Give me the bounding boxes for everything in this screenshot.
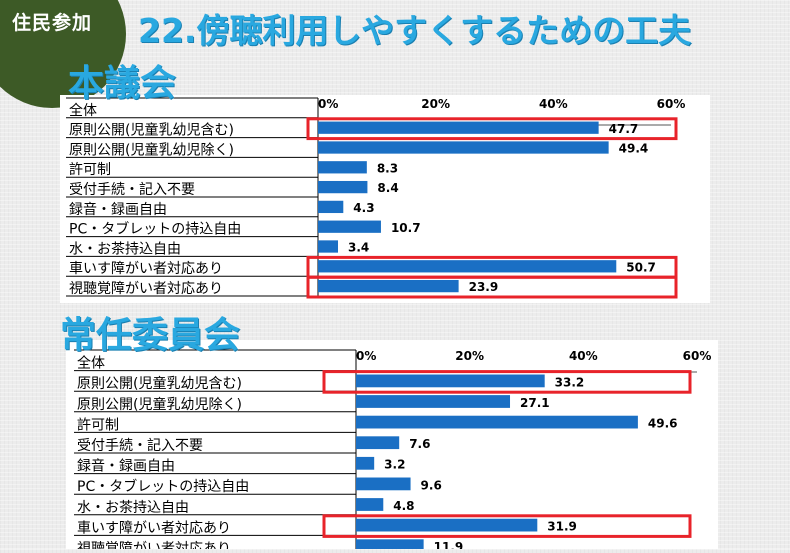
value-label: 50.7 xyxy=(626,260,656,274)
slide-title: 22.傍聴利用しやすくするための工夫 xyxy=(138,11,692,50)
tick-label: 40% xyxy=(539,97,568,111)
bar xyxy=(356,518,538,532)
value-label: 33.2 xyxy=(555,375,585,389)
value-label: 49.6 xyxy=(648,416,678,430)
category-label: 原則公開(児童乳幼児除く) xyxy=(77,396,242,413)
value-label: 8.3 xyxy=(377,161,398,175)
bar xyxy=(318,141,609,154)
category-label: 車いす障がい者対応あり xyxy=(77,519,231,536)
value-label: 4.3 xyxy=(353,201,374,215)
bar xyxy=(318,260,617,273)
value-label: 27.1 xyxy=(520,396,550,410)
bar xyxy=(318,161,367,174)
chart-panel-plenary: 全体 0% 20% 40% 60% 原則公開(児童乳幼児含む) 47.7 原則公開(児童乳幼児… xyxy=(60,95,710,303)
value-label: 31.9 xyxy=(547,519,577,533)
category-label: 許可制 xyxy=(69,162,111,178)
category-label: 原則公開(児童乳幼児除く) xyxy=(69,141,234,158)
category-label: 録音・録画自由 xyxy=(69,201,167,218)
bar xyxy=(356,395,511,408)
tick-label: 0% xyxy=(356,349,376,363)
category-label: PC・タブレットの持込自由 xyxy=(77,478,249,495)
category-label: 水・お茶持込自由 xyxy=(77,500,189,516)
value-label: 11.9 xyxy=(434,540,464,549)
highlight-box xyxy=(322,514,692,538)
bar xyxy=(356,436,400,450)
bar xyxy=(318,200,344,214)
tick-label: 20% xyxy=(421,97,450,111)
bar xyxy=(356,456,375,470)
value-label: 8.4 xyxy=(377,181,398,195)
bar xyxy=(356,415,638,429)
bar xyxy=(356,539,424,553)
tick-label: 40% xyxy=(569,349,598,363)
highlight-box xyxy=(322,370,692,394)
category-label: 受付手続・記入不要 xyxy=(77,437,203,454)
bar-chart-committee: 全体 0% 20% 40% 60% 原則公開(児童乳幼児含む) 33.2 原則公開(児童乳幼児… xyxy=(74,349,712,553)
value-label: 10.7 xyxy=(391,221,421,235)
bar xyxy=(318,121,599,134)
bar xyxy=(318,240,339,253)
category-label: 車いす障がい者対応あり xyxy=(69,260,223,277)
tick-label: 0% xyxy=(318,97,338,111)
category-label: 録音・録画自由 xyxy=(77,458,175,475)
value-label: 3.4 xyxy=(348,241,369,255)
category-label: 水・お茶持込自由 xyxy=(69,241,181,257)
category-label: 許可制 xyxy=(77,417,119,433)
category-label: 受付手続・記入不要 xyxy=(69,181,195,198)
bar xyxy=(318,180,368,194)
value-label: 47.7 xyxy=(609,122,639,136)
bar xyxy=(356,498,384,511)
category-label: PC・タブレットの持込自由 xyxy=(69,221,241,238)
tick-label: 60% xyxy=(683,349,712,363)
value-label: 49.4 xyxy=(619,142,649,156)
value-label: 23.9 xyxy=(469,280,499,294)
value-label: 9.6 xyxy=(421,478,442,492)
value-label: 7.6 xyxy=(409,437,430,451)
tick-label: 60% xyxy=(657,97,686,111)
bar xyxy=(318,279,459,293)
header-label: 全体 xyxy=(69,102,97,119)
badge-circle: 住民参加 xyxy=(0,0,126,108)
bar-chart-plenary: 全体 0% 20% 40% 60% 原則公開(児童乳幼児含む) 47.7 原則公開(児童乳幼児… xyxy=(66,97,686,299)
category-label: 原則公開(児童乳幼児含む) xyxy=(77,375,242,392)
highlight-box xyxy=(306,117,678,141)
value-label: 4.8 xyxy=(393,499,414,513)
bar xyxy=(356,477,411,491)
badge-label: 住民参加 xyxy=(12,12,93,34)
category-label: 視聴覚障がい者対応あり xyxy=(69,281,223,297)
bar xyxy=(356,374,545,388)
header-label: 全体 xyxy=(77,355,105,372)
category-label: 視聴覚障がい者対応あり xyxy=(77,541,231,549)
category-label: 原則公開(児童乳幼児含む) xyxy=(69,122,234,139)
tick-label: 20% xyxy=(455,349,484,363)
chart-panel-committee: 全体 0% 20% 40% 60% 原則公開(児童乳幼児含む) 33.2 原則公開(児童乳幼児… xyxy=(66,340,718,553)
highlight-box xyxy=(306,275,678,299)
bar xyxy=(318,220,381,233)
value-label: 3.2 xyxy=(384,458,405,472)
section-label-committee: 常任委員会 xyxy=(60,315,241,356)
section-label-plenary: 本議会 xyxy=(68,63,177,104)
